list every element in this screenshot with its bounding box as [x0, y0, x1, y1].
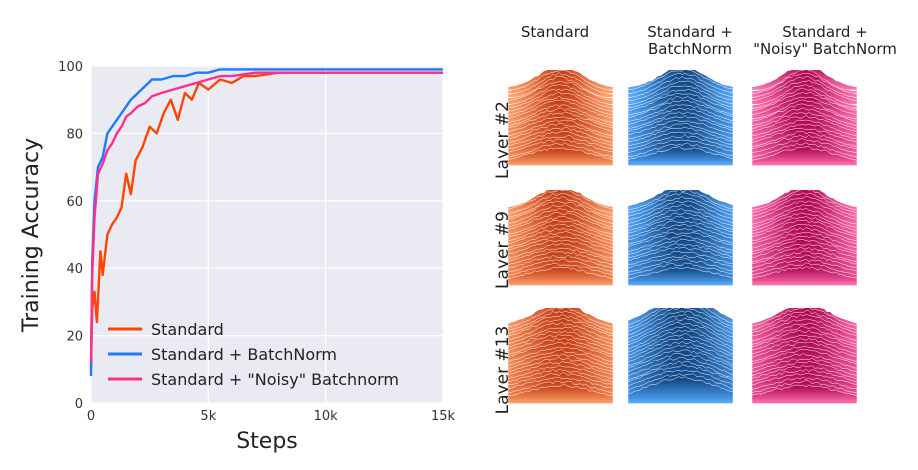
ridge-panel-r2-c2 [752, 308, 857, 404]
y-tick-label: 0 [75, 397, 83, 412]
column-title-standard: Standard [520, 23, 590, 41]
x-tick-label: 15k [431, 409, 456, 424]
legend: Standard Standard + BatchNorm Standard + "… [108, 320, 399, 389]
ridge-panel-r2-c0 [508, 308, 613, 404]
ridge-panel-r0-c0 [508, 70, 613, 166]
legend-label: Standard + "Noisy" Batchnorm [151, 370, 399, 389]
series-lines [89, 68, 443, 377]
ridge-panel-r1-c2 [752, 190, 857, 286]
ridge-layer [508, 384, 613, 404]
y-tick-label: 60 [66, 195, 83, 210]
x-tick-label: 10k [314, 409, 339, 424]
y-tick-label: 80 [66, 127, 83, 142]
x-tick-label: 5k [200, 409, 216, 424]
x-tick-label: 0 [87, 409, 95, 424]
ridge-panel-r2-c1 [628, 308, 733, 404]
ridge-layer [628, 266, 733, 286]
ridge-layer [508, 147, 613, 166]
y-tick-label: 20 [66, 330, 83, 345]
ridge-layer [752, 384, 857, 404]
ridge-panel-r1-c0 [508, 190, 613, 286]
legend-label: Standard [151, 320, 224, 339]
ridge-layer [628, 376, 733, 404]
x-axis-label: Steps [236, 429, 298, 454]
legend-label: Standard + BatchNorm [151, 345, 337, 364]
ridge-layer [628, 146, 733, 166]
ridge-layer [752, 146, 857, 166]
y-axis-label: Training Accuracy [19, 138, 44, 333]
tick-labels: 0 20 40 60 80 100 0 5k 10k 15k [58, 60, 455, 424]
ridge-layer [508, 267, 613, 286]
ridge-layer [752, 266, 857, 286]
plot-background [91, 66, 443, 403]
ridge-panel-r1-c1 [628, 190, 733, 286]
column-title-noisy-batchnorm: Standard + "Noisy" BatchNorm [753, 23, 897, 58]
ridge-panel-r0-c2 [752, 70, 857, 166]
series-line-1 [89, 68, 443, 377]
y-tick-label: 100 [58, 60, 83, 75]
column-title-batchnorm: Standard + BatchNorm [647, 23, 733, 58]
series-line-2 [89, 71, 443, 363]
y-tick-label: 40 [66, 262, 83, 277]
ridge-panel-r0-c1 [628, 70, 733, 166]
